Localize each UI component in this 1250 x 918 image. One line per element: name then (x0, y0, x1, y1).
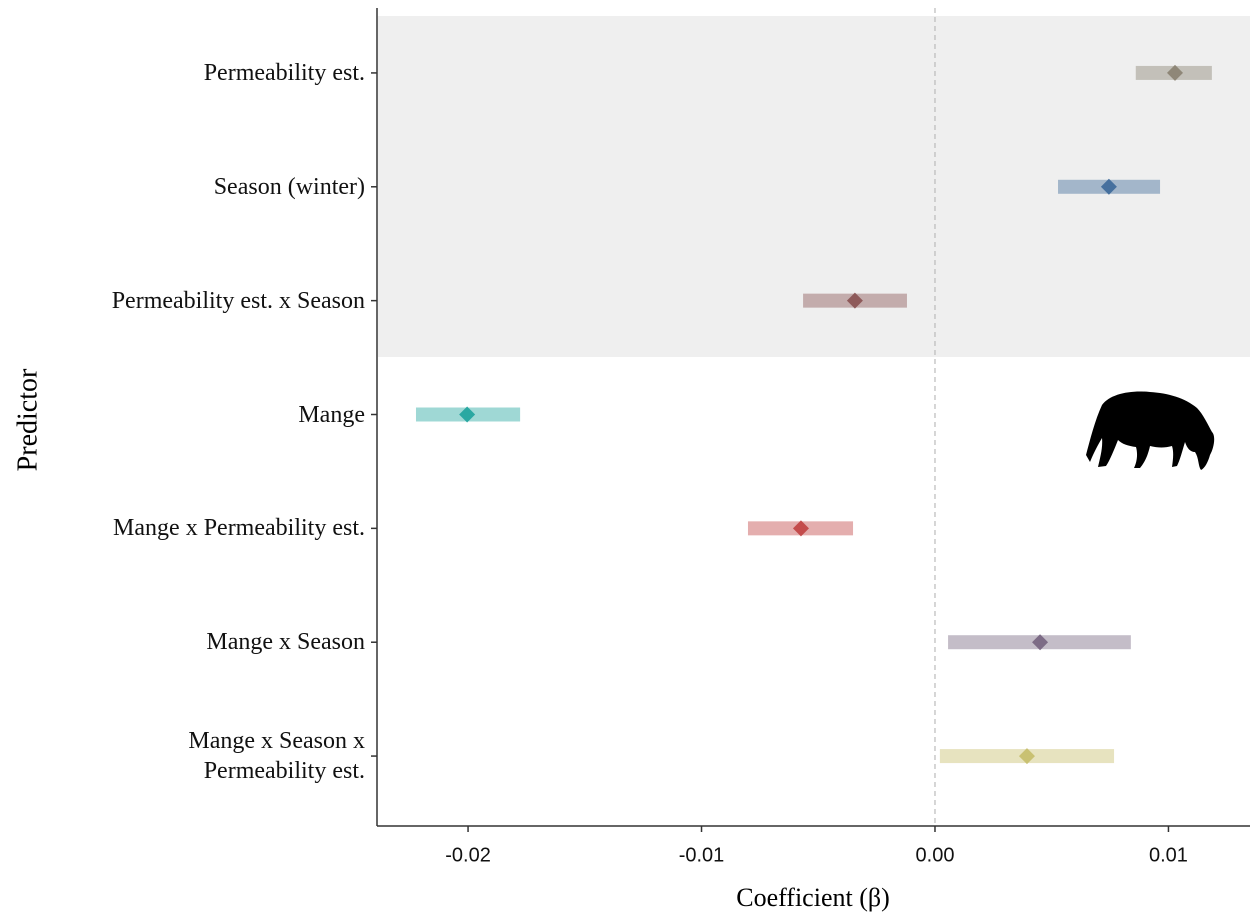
x-tick-label: -0.01 (679, 844, 725, 866)
x-tick-label: 0.00 (916, 844, 955, 866)
y-tick-label: Mange x Season x Permeability est. (5, 726, 365, 786)
animal-silhouette (1086, 392, 1214, 470)
page: {"chart_data": { "type": "coefficient", … (0, 0, 1250, 918)
x-axis-title: Coefficient (β) (736, 883, 890, 912)
y-tick-label: Mange x Permeability est. (5, 513, 365, 543)
y-tick-label: Mange x Season (5, 627, 365, 657)
x-tick-label: -0.02 (445, 844, 491, 866)
y-tick-label: Mange (5, 400, 365, 430)
x-tick-label: 0.01 (1149, 844, 1188, 866)
y-tick-label: Permeability est. x Season (5, 286, 365, 316)
y-tick-label: Permeability est. (5, 58, 365, 88)
y-tick-label: Season (winter) (5, 172, 365, 202)
